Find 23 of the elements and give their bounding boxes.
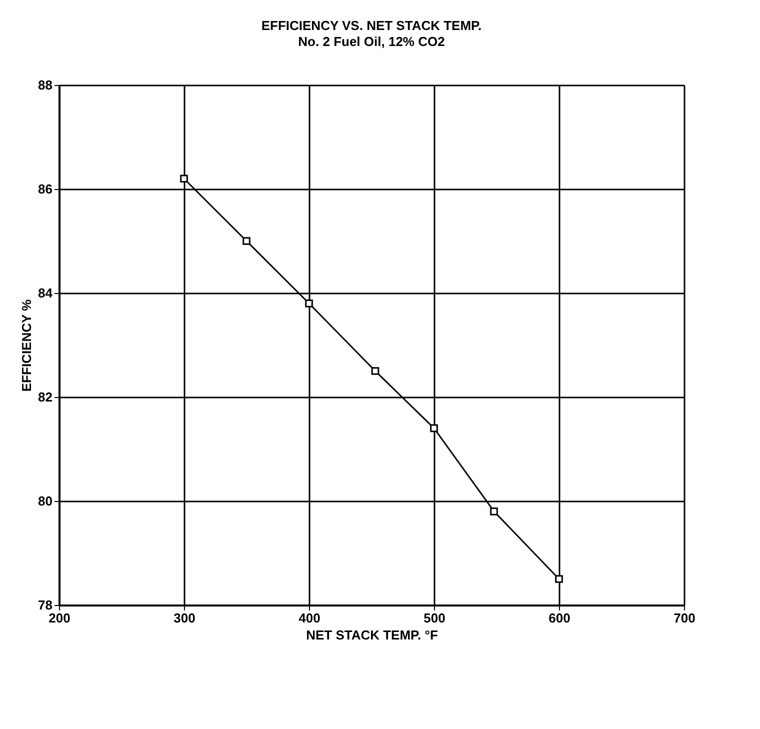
y-tick-label: 82 [38, 390, 52, 404]
y-tick-label: 86 [38, 182, 52, 196]
point [430, 424, 438, 432]
y-axis-title: EFFICIENCY % [19, 298, 34, 392]
x-tick-label: 700 [674, 610, 696, 626]
point [555, 575, 563, 583]
x-tick-label: 500 [424, 610, 446, 626]
x-tick-label: 300 [174, 610, 196, 626]
point [305, 299, 313, 308]
chart-subtitle: No. 2 Fuel Oil, 12% CO2 [298, 34, 445, 49]
x-tick-label: 400 [298, 610, 320, 626]
y-tick-label: 84 [38, 286, 54, 300]
point [180, 174, 188, 183]
y-tick-label: 78 [38, 598, 52, 612]
point [371, 367, 380, 375]
y-tick-label: 80 [38, 494, 52, 508]
x-tick-label: 600 [548, 610, 570, 626]
point [242, 237, 250, 245]
chart-title: EFFICIENCY VS. NET STACK TEMP. [261, 18, 482, 33]
x-axis-title: NET STACK TEMP. °F [306, 628, 438, 642]
point [490, 507, 498, 516]
y-tick-label: 88 [38, 78, 52, 92]
x-tick-label: 200 [48, 610, 70, 626]
